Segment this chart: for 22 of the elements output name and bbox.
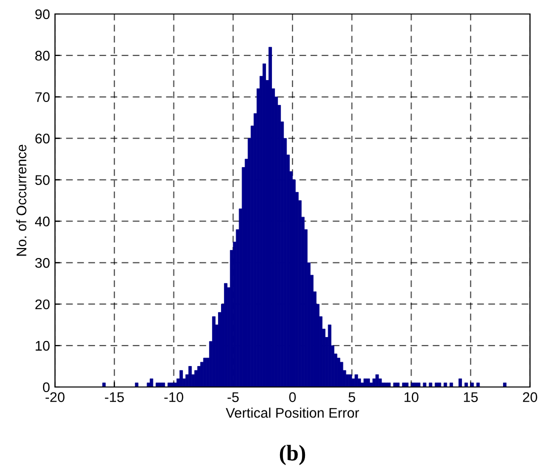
y-tick-label: 20 [35, 299, 50, 310]
y-tick-label: 50 [35, 175, 50, 185]
x-tick-label: 15 [464, 392, 478, 402]
x-tick-label: 0 [289, 392, 296, 402]
y-tick-label: 90 [35, 9, 50, 20]
y-tick-label: 60 [35, 134, 50, 144]
y-tick-label: 40 [35, 216, 50, 226]
x-tick-label: -15 [104, 392, 124, 402]
x-axis-title: Vertical Position Error [226, 408, 360, 418]
y-tick-label: 80 [35, 50, 50, 61]
y-axis-title: No. of Occurrence [16, 144, 26, 256]
y-tick-label: 10 [36, 340, 50, 351]
x-tick-label: 10 [404, 392, 418, 402]
y-tick-label: 70 [35, 92, 50, 102]
x-tick-label: -20 [46, 392, 64, 402]
x-tick-label: -5 [228, 392, 239, 402]
y-tick-label: 0 [42, 382, 50, 392]
x-tick-label: -10 [164, 392, 184, 402]
text: (b) [280, 444, 306, 466]
x-tick-label: 20 [522, 392, 538, 402]
x-tick-label: 5 [348, 392, 356, 402]
y-tick-label: 30 [35, 258, 50, 268]
